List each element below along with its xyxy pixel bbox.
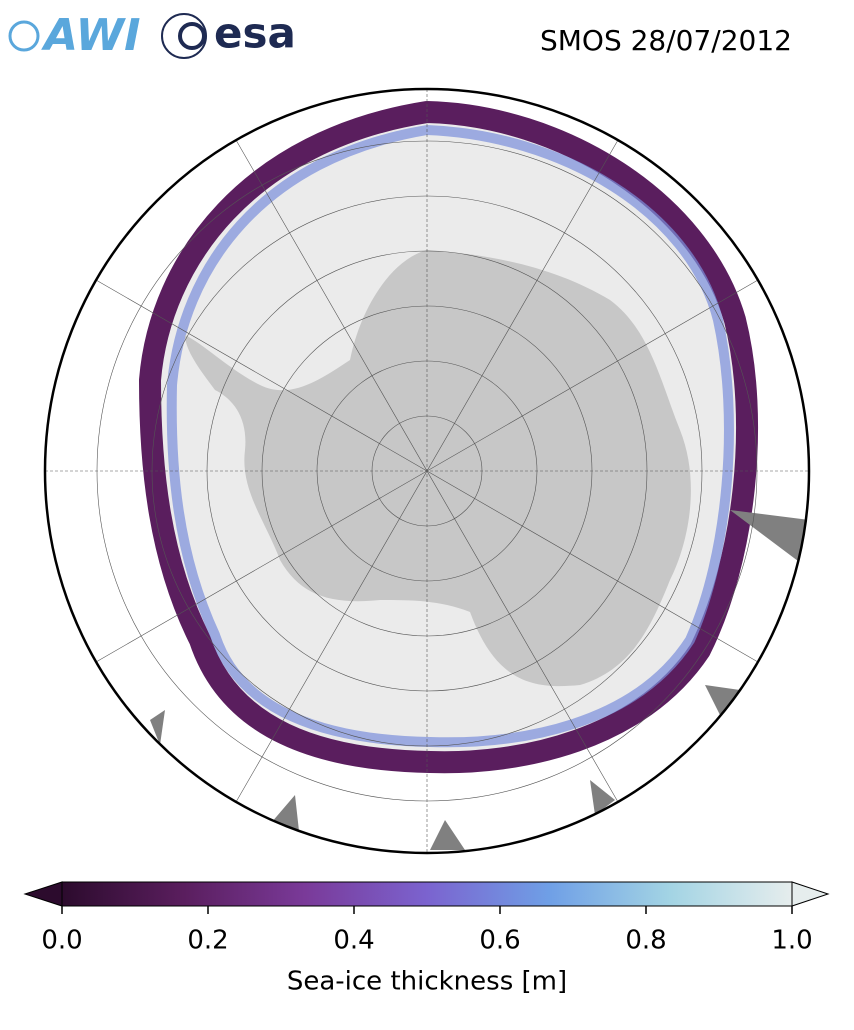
- title: SMOS 28/07/2012: [540, 24, 792, 57]
- awi-logo: AWI: [8, 10, 141, 61]
- colorbar-tick-label: 1.0: [771, 926, 812, 956]
- map: [45, 89, 809, 853]
- colorbar-tick-label: 0.2: [187, 926, 228, 956]
- colorbar-under: [23, 881, 63, 907]
- colorbar-tick-label: 0.4: [333, 926, 374, 956]
- graticule: [45, 89, 809, 853]
- map-frame: [43, 87, 811, 855]
- colorbar-tick-label: 0.8: [625, 926, 666, 956]
- colorbar-bar: [61, 881, 793, 907]
- colorbar-over: [791, 881, 830, 907]
- colorbar-label: Sea-ice thickness [m]: [287, 967, 567, 997]
- colorbar-tick-label: 0.0: [41, 926, 82, 956]
- colorbar-tick-label: 0.6: [479, 926, 520, 956]
- antarctica: [185, 250, 691, 687]
- colorbar: [23, 881, 830, 907]
- awi-text: AWI: [41, 10, 141, 61]
- esa-logo: esa: [161, 9, 296, 59]
- esa-text: esa: [214, 9, 296, 58]
